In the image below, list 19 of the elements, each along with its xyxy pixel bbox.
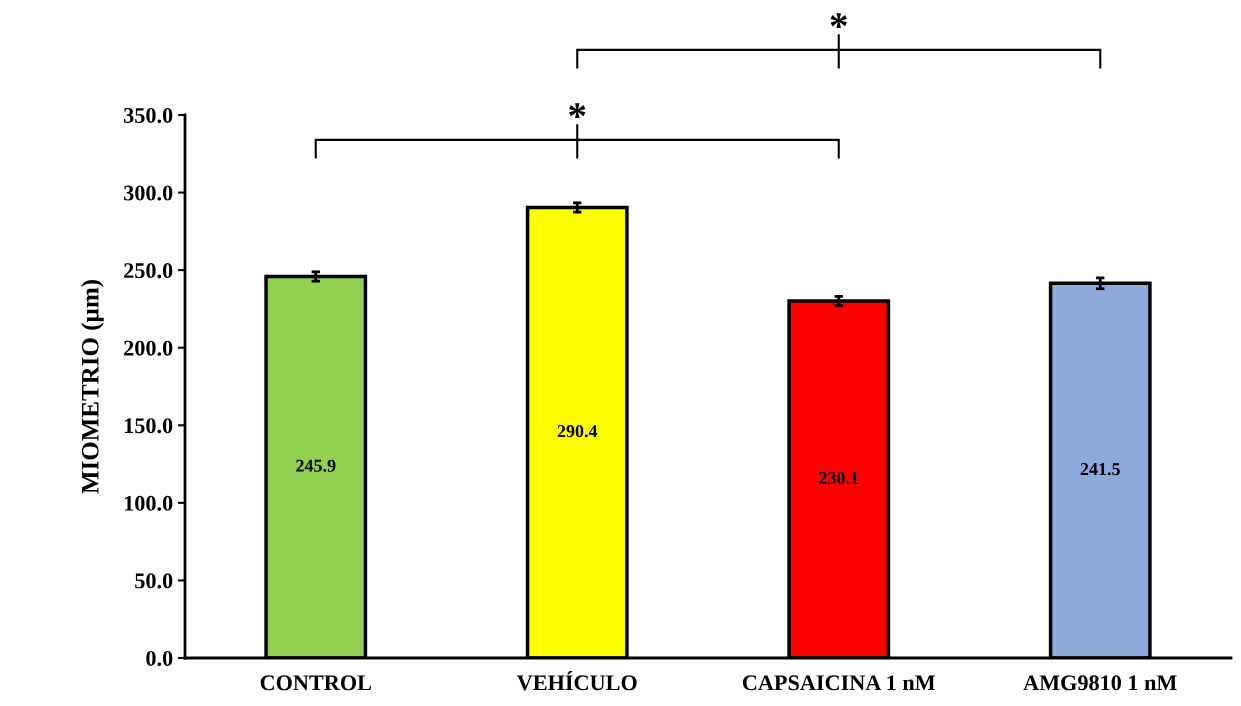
y-tick-label: 250.0	[124, 263, 173, 279]
data-label: 245.9	[296, 459, 336, 472]
x-tick-label: CONTROL	[260, 675, 371, 691]
data-label: 230.1	[819, 471, 859, 485]
text: *	[830, 13, 847, 29]
y-axis-title: MIOMETRIO (µm)	[81, 280, 104, 494]
y-tick-label: 100.0	[124, 495, 173, 511]
y-tick-label: 200.0	[124, 340, 173, 356]
y-tick-label: 50.0	[135, 573, 173, 589]
data-label: 241.5	[1080, 463, 1120, 476]
x-tick-label: CAPSAICINA 1 nM	[742, 675, 936, 691]
x-tick-label: VEHÍCULO	[516, 671, 637, 691]
data-label: 290.4	[557, 425, 598, 438]
y-tick-label: 350.0	[124, 107, 173, 124]
x-tick-label: AMG9810 1 nM	[1023, 675, 1177, 691]
annotation: *	[569, 103, 586, 119]
y-tick-label: 0.0	[146, 650, 173, 667]
y-tick-label: 300.0	[124, 185, 173, 201]
y-tick-label: 150.0	[124, 418, 173, 434]
